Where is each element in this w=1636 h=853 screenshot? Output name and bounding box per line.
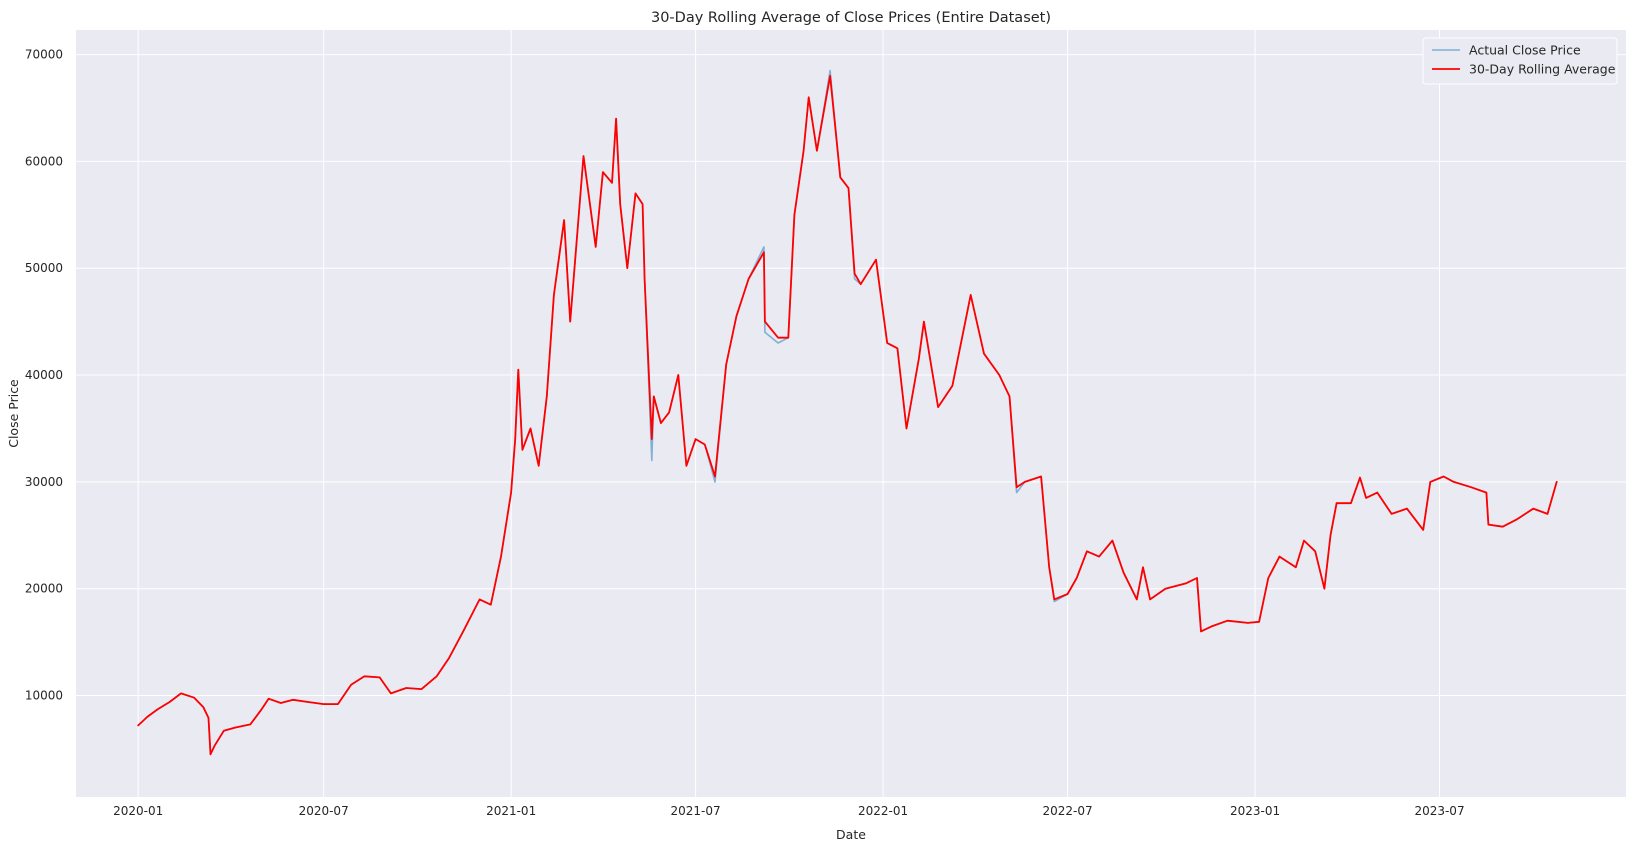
y-axis-label: Close Price xyxy=(6,379,21,448)
plot-area xyxy=(76,30,1626,797)
x-tick-label: 2023-07 xyxy=(1414,804,1464,818)
y-tick-label: 50000 xyxy=(25,261,63,275)
x-tick-label: 2021-01 xyxy=(486,804,536,818)
y-tick-label: 70000 xyxy=(25,48,63,62)
grid-layer xyxy=(76,30,1626,797)
x-tick-label: 2022-07 xyxy=(1042,804,1092,818)
y-tick-label: 20000 xyxy=(25,582,63,596)
x-tick-label: 2022-01 xyxy=(858,804,908,818)
tick-layer: 2020-01 2020-07 2021-01 2021-07 2022-01 2022-… xyxy=(25,48,1465,818)
legend-label-actual: Actual Close Price xyxy=(1469,43,1581,58)
legend: Actual Close Price 30-Day Rolling Averag… xyxy=(1422,37,1618,85)
series-line-rolling-average xyxy=(137,75,1558,756)
series-layer xyxy=(137,69,1558,756)
x-tick-label: 2020-01 xyxy=(113,804,163,818)
y-tick-label: 60000 xyxy=(25,154,63,168)
legend-label-rolling: 30-Day Rolling Average xyxy=(1469,62,1616,77)
x-tick-label: 2023-01 xyxy=(1230,804,1280,818)
chart-title: 30-Day Rolling Average of Close Prices (… xyxy=(651,10,1051,26)
y-tick-label: 10000 xyxy=(25,689,63,703)
x-axis-label: Date xyxy=(836,827,866,842)
y-tick-label: 30000 xyxy=(25,475,63,489)
legend-box xyxy=(1422,37,1618,85)
x-tick-label: 2021-07 xyxy=(671,804,721,818)
x-tick-label: 2020-07 xyxy=(299,804,349,818)
y-tick-label: 40000 xyxy=(25,368,63,382)
